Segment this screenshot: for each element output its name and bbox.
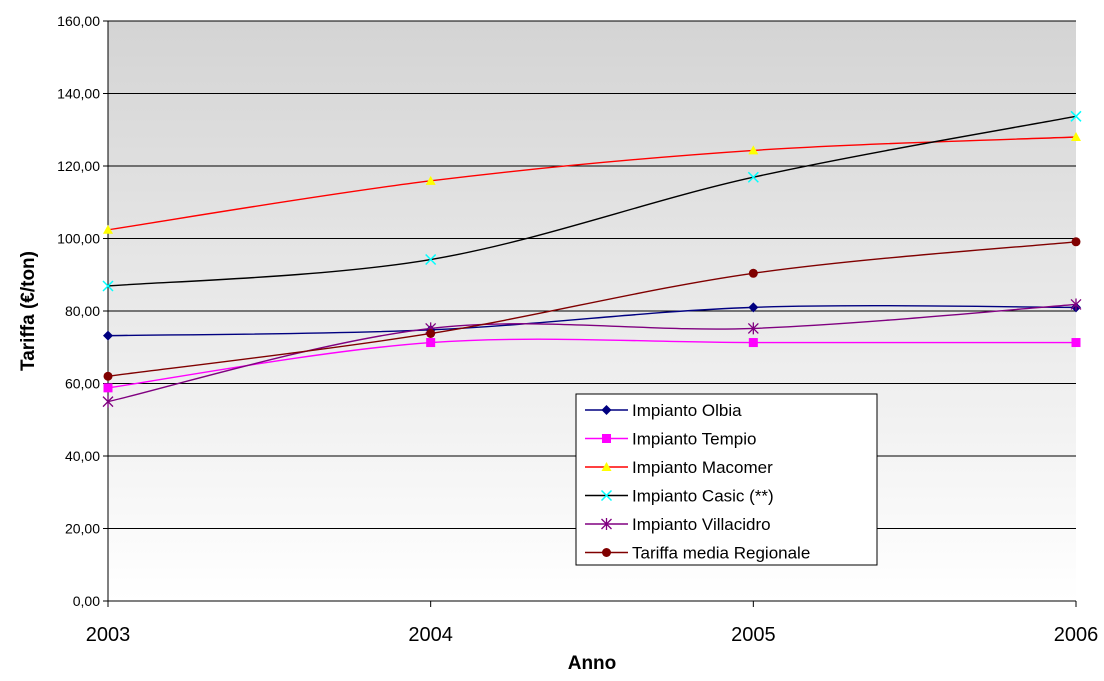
series-impianto-macomer (103, 132, 1081, 234)
series-line (107, 115, 1077, 287)
legend: Impianto Olbia Impianto Tempio Impianto Ma… (575, 393, 878, 566)
x-tick-label: 2004 (408, 624, 453, 646)
series-line (107, 241, 1077, 377)
data-point-star (102, 395, 114, 408)
data-point-star (1070, 298, 1082, 311)
legend-box (575, 393, 878, 566)
data-point-triangle (103, 224, 113, 234)
legend-entry: Impianto Villacidro (585, 515, 771, 534)
data-point-circle (748, 268, 758, 278)
y-tick-label: 160,00 (57, 13, 100, 29)
data-point-x (102, 280, 114, 292)
y-tick-label: 40,00 (65, 448, 100, 464)
legend-entry: Tariffa media Regionale (585, 544, 810, 563)
y-axis-title: Tariffa (€/ton) (18, 251, 39, 371)
series-impianto-villacidro (102, 298, 1082, 408)
x-tick-label: 2006 (1054, 624, 1099, 646)
y-ticks: 0,00 20,00 40,00 60,00 80,00 100,00 120,00 140,… (57, 13, 108, 609)
data-point-x (1070, 110, 1082, 122)
series-group (102, 110, 1082, 408)
data-point-triangle (425, 175, 436, 185)
data-point-star (747, 322, 759, 335)
data-point-circle (426, 328, 436, 338)
data-point-x (425, 253, 437, 266)
x-ticks: 2003 2004 2005 2006 (86, 601, 1099, 646)
y-tick-label: 80,00 (65, 303, 100, 319)
x-tick-label: 2005 (731, 624, 776, 646)
legend-marker-x (600, 489, 613, 502)
y-tick-label: 100,00 (57, 231, 100, 247)
x-axis-title: Anno (568, 653, 617, 674)
series-line (107, 305, 1077, 337)
y-tick-label: 120,00 (57, 158, 100, 174)
legend-label: Impianto Olbia (632, 401, 742, 420)
legend-label: Impianto Casic (**) (632, 487, 774, 506)
series-line (107, 303, 1077, 403)
legend-label: Impianto Villacidro (632, 515, 771, 534)
data-point-square (426, 338, 436, 348)
legend-marker-triangle (601, 462, 612, 471)
legend-entry: Impianto Macomer (585, 458, 773, 477)
legend-marker-star (601, 518, 612, 530)
data-point-diamond (103, 330, 113, 341)
legend-entry: Impianto Tempio (585, 430, 756, 449)
y-tick-label: 60,00 (65, 376, 100, 392)
legend-marker-square (602, 434, 611, 443)
data-point-circle (1071, 237, 1081, 247)
y-tick-label: 0,00 (73, 593, 100, 609)
legend-label: Impianto Macomer (632, 458, 773, 477)
legend-label: Impianto Tempio (632, 430, 756, 449)
data-point-square (748, 338, 758, 348)
data-point-triangle (1071, 132, 1081, 141)
data-point-diamond (748, 302, 759, 313)
legend-marker-diamond (601, 405, 612, 415)
x-tick-label: 2003 (86, 624, 131, 646)
legend-entry: Impianto Casic (**) (585, 487, 774, 506)
data-point-square (1071, 338, 1081, 348)
legend-label: Tariffa media Regionale (632, 544, 810, 563)
data-point-square (103, 383, 113, 393)
series-impianto-casic (102, 110, 1082, 292)
data-point-triangle (748, 145, 759, 155)
series-tariffa-media-regionale (103, 237, 1081, 381)
data-point-x (747, 171, 759, 183)
y-tick-label: 20,00 (65, 521, 100, 537)
legend-marker-circle (602, 548, 611, 557)
legend-entry: Impianto Olbia (585, 401, 742, 420)
series-line (107, 136, 1077, 231)
data-point-circle (103, 371, 113, 381)
y-tick-label: 140,00 (57, 86, 100, 102)
